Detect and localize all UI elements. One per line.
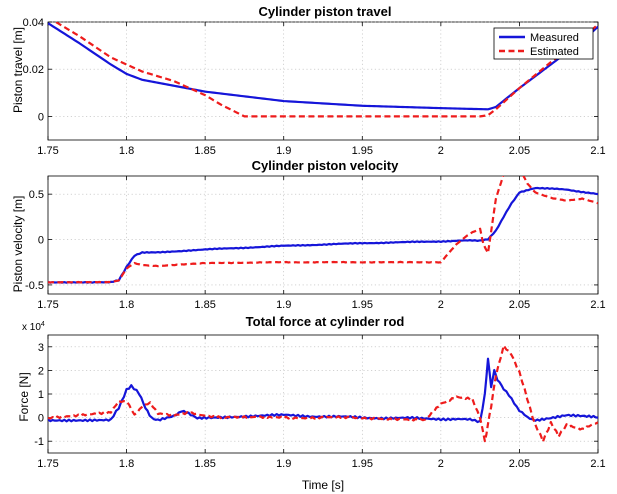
piston-travel-panel: Cylinder piston travel Piston travel [m]…	[11, 4, 606, 157]
force-multiplier: x 104	[22, 321, 45, 333]
total-force-xtick-label: 1.8	[119, 458, 134, 470]
total-force-xtick-label: 1.75	[37, 458, 58, 470]
piston-travel-ytick-label: 0.04	[23, 17, 44, 29]
legend-estimated-label: Estimated	[530, 46, 579, 58]
total-force-ytick-label: 0	[38, 413, 44, 425]
total-force-xtick-label: 2.05	[509, 458, 530, 470]
piston-velocity-xtick-label: 1.9	[276, 299, 291, 311]
time-xlabel: Time [s]	[302, 478, 344, 492]
piston-velocity-xtick-label: 2.1	[590, 299, 605, 311]
total-force-ylabel: Force [N]	[17, 372, 31, 421]
piston-travel-title: Cylinder piston travel	[259, 4, 392, 19]
piston-travel-ticks: 1.75 1.8 1.85 1.9 1.95 2 2.05 2.1 0 0.02 0.04	[23, 17, 606, 157]
piston-velocity-xtick-label: 1.95	[352, 299, 373, 311]
piston-velocity-ytick-label: 0.5	[29, 189, 44, 201]
piston-velocity-gridlines	[48, 176, 598, 294]
legend-measured-label: Measured	[530, 32, 579, 44]
piston-travel-ylabel: Piston travel [m]	[11, 27, 25, 113]
total-force-panel: Total force at cylinder rod x 104 Force …	[17, 314, 606, 492]
piston-velocity-xtick-label: 2	[438, 299, 444, 311]
total-force-ytick-label: -1	[34, 436, 44, 448]
piston-travel-xtick-label: 1.95	[352, 145, 373, 157]
piston-travel-ytick-label: 0.02	[23, 64, 44, 76]
total-force-ticks: 1.75 1.8 1.85 1.9 1.95 2 2.05 2.1 -1 0 1 2 3	[34, 335, 606, 470]
total-force-xtick-label: 1.85	[194, 458, 215, 470]
piston-velocity-title: Cylinder piston velocity	[252, 158, 399, 173]
piston-velocity-series	[48, 176, 598, 284]
total-force-xtick-label: 2.1	[590, 458, 605, 470]
total-force-measured-line	[48, 357, 598, 424]
piston-travel-xtick-label: 1.8	[119, 145, 134, 157]
piston-travel-ytick-label: 0	[38, 111, 44, 123]
piston-travel-xtick-label: 2.05	[509, 145, 530, 157]
total-force-xtick-label: 1.9	[276, 458, 291, 470]
piston-travel-xtick-label: 1.85	[194, 145, 215, 157]
piston-velocity-plot-area	[47, 175, 599, 295]
piston-velocity-xtick-label: 1.75	[37, 299, 58, 311]
piston-travel-plot-area	[47, 21, 599, 141]
legend: Measured Estimated	[493, 27, 594, 60]
total-force-ytick-label: 2	[38, 365, 44, 377]
piston-velocity-measured-line	[48, 186, 598, 284]
piston-velocity-ylabel: Piston velocity [m]	[11, 196, 25, 293]
piston-velocity-xtick-label: 1.8	[119, 299, 134, 311]
piston-velocity-xtick-label: 2.05	[509, 299, 530, 311]
total-force-title: Total force at cylinder rod	[246, 314, 405, 329]
piston-travel-series	[48, 22, 598, 118]
piston-travel-xtick-label: 1.9	[276, 145, 291, 157]
piston-travel-estimated-line	[53, 22, 598, 118]
piston-velocity-ticks: 1.75 1.8 1.85 1.9 1.95 2 2.05 2.1 -0.5 0 0.5	[25, 176, 606, 311]
piston-velocity-ytick-label: 0	[38, 235, 44, 247]
total-force-series	[48, 344, 598, 443]
total-force-xtick-label: 1.95	[352, 458, 373, 470]
piston-travel-xtick-label: 2	[438, 145, 444, 157]
total-force-ytick-label: 3	[38, 342, 44, 354]
piston-travel-xtick-label: 1.75	[37, 145, 58, 157]
piston-velocity-ytick-label: -0.5	[25, 280, 44, 292]
legend-box	[493, 27, 594, 60]
piston-velocity-xtick-label: 1.85	[194, 299, 215, 311]
piston-travel-xtick-label: 2.1	[590, 145, 605, 157]
total-force-ytick-label: 1	[38, 389, 44, 401]
total-force-xtick-label: 2	[438, 458, 444, 470]
piston-velocity-panel: Cylinder piston velocity Piston velocity…	[11, 158, 606, 311]
total-force-estimated-line	[48, 344, 598, 443]
